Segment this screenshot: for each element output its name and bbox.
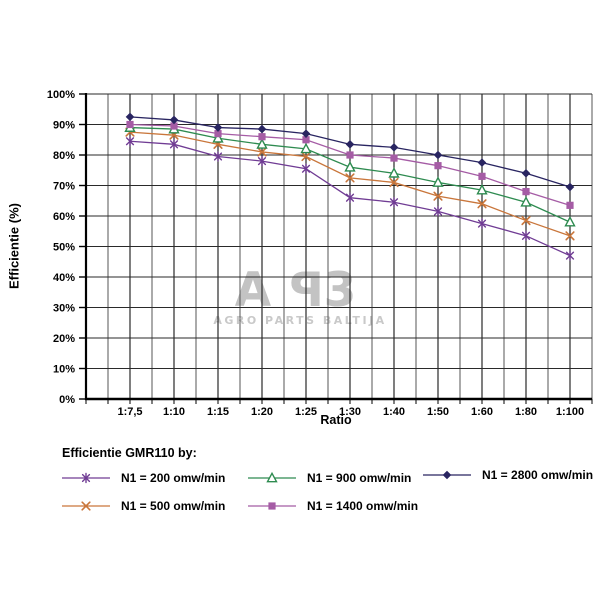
watermark-logo: AP3 — [234, 263, 366, 318]
x-tick-label: 1:60 — [471, 406, 493, 418]
x-axis-title: Ratio — [320, 413, 352, 427]
legend-label: N1 = 1400 omw/min — [307, 499, 419, 513]
y-tick-label: 100% — [47, 89, 75, 101]
legend-item-n200: N1 = 200 omw/min — [60, 471, 225, 485]
legend-marker-diamond — [423, 470, 471, 480]
x-tick-label: 1:25 — [295, 406, 317, 418]
y-tick-label: 0% — [59, 394, 75, 406]
y-tick-label: 30% — [53, 303, 75, 315]
y-tick-label: 50% — [53, 242, 75, 254]
legend-marker-triangle — [248, 471, 296, 483]
y-tick-label: 10% — [53, 364, 75, 376]
legend-item-n900: N1 = 900 omw/min — [246, 471, 411, 485]
legend-item-n2800: N1 = 2800 omw/min — [421, 468, 593, 482]
x-tick-label: 1:20 — [251, 406, 273, 418]
y-tick-labels: 0% 10% 20% 30% 40% 50% 60% 70% 80% 90% 100% — [47, 89, 86, 406]
legend-label: N1 = 200 omw/min — [121, 471, 226, 485]
legend-marker-square — [248, 502, 296, 510]
y-tick-label: 70% — [53, 181, 75, 193]
legend-title: Efficientie GMR110 by: — [62, 446, 197, 460]
legend-label: N1 = 900 omw/min — [307, 471, 412, 485]
efficiency-chart: 0%10%20%30%40%50%60%70%80%90%100%1:7,5 1:… — [47, 89, 593, 418]
x-tick-label: 1:100 — [556, 406, 584, 418]
x-tick-label: 1:40 — [383, 406, 405, 418]
y-tick-label: 60% — [53, 211, 75, 223]
legend-label: N1 = 500 omw/min — [121, 499, 226, 513]
x-tick-labels: 1:7,5 1:10 1:15 1:20 1:25 1:30 1:40 1:50 1:60 1:8… — [85, 399, 593, 418]
y-tick-label: 20% — [53, 333, 75, 345]
legend-item-n500: N1 = 500 omw/min — [60, 499, 225, 513]
watermark-subtitle: AGRO PARTS BALTIJA — [213, 314, 387, 327]
legend-marker-star — [62, 472, 110, 484]
x-tick-label: 1:15 — [207, 406, 229, 418]
legend-label: N1 = 2800 omw/min — [482, 468, 594, 482]
x-tick-label: 1:50 — [427, 406, 449, 418]
x-tick-label: 1:30 — [339, 406, 361, 418]
series-n900 — [124, 121, 576, 227]
x-tick-label: 1:80 — [515, 406, 537, 418]
x-tick-label: 1:7,5 — [117, 406, 142, 418]
series-n1400 — [126, 120, 574, 209]
y-axis-title: Efficientie (%) — [6, 203, 22, 289]
watermark: AP3 AGRO PARTS BALTIJA — [213, 263, 387, 327]
series-n500 — [125, 127, 575, 241]
y-tick-label: 90% — [53, 120, 75, 132]
legend-item-n1400: N1 = 1400 omw/min — [246, 499, 418, 513]
x-tick-label: 1:10 — [163, 406, 185, 418]
gridlines — [85, 93, 593, 400]
legend-marker-x — [62, 501, 110, 511]
y-tick-label: 40% — [53, 272, 75, 284]
y-tick-label: 80% — [53, 150, 75, 162]
series-n200 — [125, 136, 575, 261]
series-n2800 — [125, 112, 575, 192]
